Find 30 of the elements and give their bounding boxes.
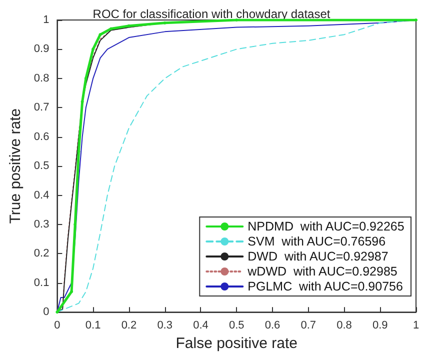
x-tick-label: 0.6 [264,320,280,332]
y-axis-title: True positive rate [7,108,24,224]
x-tick-label: 0.5 [228,320,244,332]
legend-label: NPDMD with AUC=0.92265 [248,220,404,234]
x-tick-label: 1 [412,320,420,332]
x-tick-label: 0.9 [372,320,388,332]
legend-label: SVM with AUC=0.76596 [248,234,386,248]
y-tick-label: 0.3 [34,218,50,230]
y-tick-label: 0.7 [34,102,50,114]
x-tick-label: 0 [54,320,60,332]
x-tick-label: 0.7 [300,320,316,332]
x-tick-label: 0.2 [121,320,137,332]
y-tick-label: 0 [43,306,50,318]
chart-title: ROC for classification with chowdary dataset [92,7,331,21]
y-tick-label: 0.1 [34,276,50,289]
x-tick-label: 0.8 [336,320,352,332]
y-tick-label: 0.6 [34,130,50,143]
x-axis-title: False positive rate [176,335,298,352]
y-tick-label: 0.8 [34,72,50,84]
legend-label: wDWD with AUC=0.92985 [246,264,398,278]
y-tick-label: 0.2 [34,248,50,260]
x-tick-label: 0.4 [193,320,208,332]
x-tick-label: 0.1 [85,320,101,332]
y-tick-label: 1 [43,14,50,26]
legend-label: DWD with AUC=0.92987 [248,250,388,264]
y-tick-label: 0.5 [34,160,50,172]
legend-label: PGLMC with AUC=0.90756 [248,280,403,294]
y-tick-label: 0.9 [34,43,50,56]
y-tick-label: 0.4 [34,189,50,202]
x-tick-label: 0.3 [157,320,172,332]
